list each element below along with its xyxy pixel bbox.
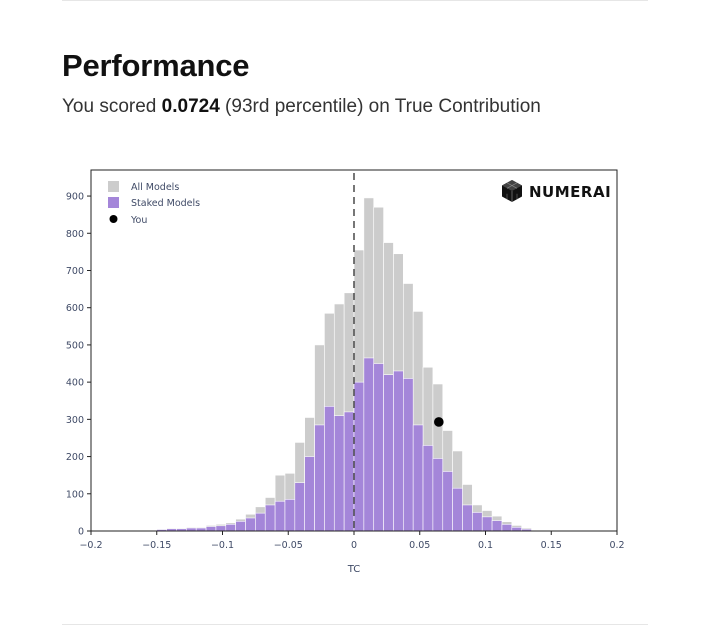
staked-models-bars [156,357,532,532]
x-axis-ticks: −0.2 −0.15 −0.1 −0.05 0 0.05 0.1 0.15 0.2 [79,531,625,551]
staked-models-bar [215,525,227,532]
staked-models-bar [264,504,276,532]
staked-models-bar [501,524,513,532]
staked-models-bar [452,487,463,532]
staked-models-bar [373,363,384,532]
staked-models-bar [284,499,296,532]
y-tick-label: 0 [78,527,84,538]
x-tick-label: 0.2 [609,540,624,551]
legend-label-you: You [130,215,147,226]
page-title: Performance [62,48,250,83]
you-point [434,417,444,427]
staked-models-bar [383,374,394,532]
staked-models-bar [304,456,315,532]
staked-models-bar [403,378,414,532]
x-tick-label: 0.1 [478,540,493,551]
staked-models-bar [314,424,325,532]
x-axis-label: TC [347,564,361,575]
legend-swatch-staked-models [108,197,119,208]
x-tick-label: 0 [351,540,357,551]
staked-models-bar [511,526,522,532]
staked-models-bar [294,482,305,532]
staked-models-bar [393,370,404,532]
staked-models-bar [333,415,345,532]
staked-models-bar [235,521,246,532]
score-summary: You scored 0.0724 (93rd percentile) on T… [62,96,541,118]
numerai-logo-text: NUMERAI [529,183,611,201]
staked-models-bar [255,512,266,532]
legend-marker-you [109,215,118,223]
legend-swatch-all-models [108,181,119,192]
score-value: 0.0724 [161,96,220,117]
x-tick-label: −0.1 [211,540,234,551]
bottom-divider [62,624,648,625]
staked-models-bar [412,424,424,532]
y-tick-label: 300 [66,415,84,426]
y-tick-label: 900 [66,192,84,203]
y-tick-label: 200 [66,452,84,463]
staked-models-bar [353,381,365,532]
top-divider [62,0,648,1]
x-tick-label: −0.2 [79,540,102,551]
y-axis-ticks: 0 100 200 300 400 500 600 700 800 900 [66,192,91,538]
chart-legend: All Models Staked Models You [108,181,200,226]
staked-models-bar [245,517,256,532]
staked-models-bar [442,471,453,532]
legend-label-staked-models: Staked Models [131,198,200,209]
y-tick-label: 500 [66,340,84,351]
staked-models-bar [274,500,286,532]
x-tick-label: 0.05 [409,540,430,551]
staked-models-bar [472,512,483,532]
y-tick-label: 800 [66,229,84,240]
y-tick-label: 600 [66,303,84,314]
you-points [434,417,444,427]
x-tick-label: −0.05 [274,540,303,551]
staked-models-bar [422,445,434,532]
x-tick-label: 0.15 [541,540,562,551]
legend-label-all-models: All Models [131,182,179,193]
x-tick-label: −0.15 [142,540,171,551]
y-tick-label: 100 [66,489,84,500]
numerai-cube-icon [502,180,522,202]
staked-models-bar [363,357,375,532]
staked-models-bar [343,411,355,532]
numerai-logo: NUMERAI [502,180,611,202]
staked-models-bar [324,406,335,532]
staked-models-bar [205,526,217,532]
staked-models-bar [481,516,493,532]
summary-prefix: You scored [62,96,162,117]
summary-suffix: (93rd percentile) on True Contribution [219,96,541,117]
staked-models-bar [491,520,503,532]
y-tick-label: 400 [66,378,84,389]
staked-models-bar [225,524,236,532]
y-tick-label: 700 [66,266,84,277]
staked-models-bar [462,504,473,532]
staked-models-bar [432,458,444,532]
